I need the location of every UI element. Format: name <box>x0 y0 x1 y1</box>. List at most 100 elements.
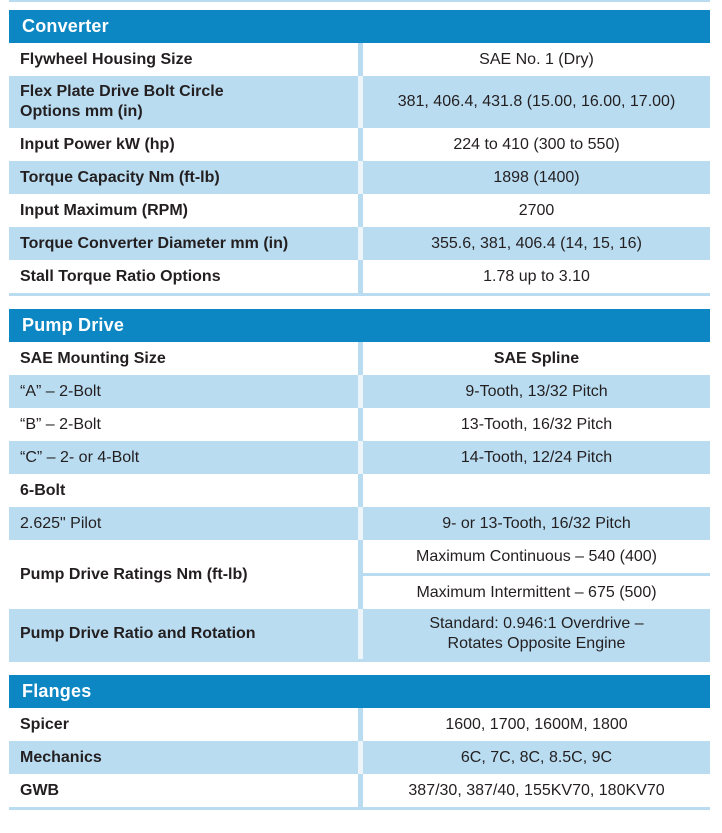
spec-row: GWB 387/30, 387/40, 155KV70, 180KV70 <box>9 774 710 807</box>
spec-label-line: 2.625" Pilot <box>20 514 102 532</box>
spec-label: Torque Converter Diameter mm (in) <box>9 227 358 260</box>
section-header-pump-drive: Pump Drive <box>9 309 710 342</box>
spec-row: Flex Plate Drive Bolt Circle Options mm (… <box>9 76 710 128</box>
section-title: Pump Drive <box>22 315 125 335</box>
spec-value-line: 14-Tooth, 12/24 Pitch <box>460 448 613 466</box>
spec-row: Input Maximum (RPM) 2700 <box>9 194 710 227</box>
section-header-converter: Converter <box>9 10 710 43</box>
spec-value-line: 2700 <box>518 201 555 219</box>
spec-value-column: 381, 406.4, 431.8 (15.00, 16.00, 17.00) <box>363 76 710 128</box>
spec-label: “A” – 2-Bolt <box>9 375 358 408</box>
column-divider <box>358 609 363 659</box>
spec-value-line: 387/30, 387/40, 155KV70, 180KV70 <box>408 781 665 799</box>
spec-value-line: Maximum Continuous – 540 (400) <box>415 547 657 565</box>
spec-label-line: “B” – 2-Bolt <box>20 415 101 433</box>
column-divider <box>358 76 363 128</box>
spec-value-column: 6C, 7C, 8C, 8.5C, 9C <box>363 741 710 774</box>
spec-value-column: 1898 (1400) <box>363 161 710 194</box>
spec-label: “B” – 2-Bolt <box>9 408 358 441</box>
spec-value-column: 9- or 13-Tooth, 16/32 Pitch <box>363 507 710 540</box>
spec-label: Flex Plate Drive Bolt Circle Options mm (… <box>9 76 358 128</box>
spec-value-column: 355.6, 381, 406.4 (14, 15, 16) <box>363 227 710 260</box>
column-divider <box>358 342 363 375</box>
section-table-pump-drive: SAE Mounting Size SAE Spline “A” – 2-Bolt 9… <box>9 342 710 662</box>
spec-value-line: 1.78 up to 3.10 <box>483 267 590 285</box>
column-divider <box>358 194 363 227</box>
column-divider <box>358 260 363 293</box>
spec-label-line: Torque Capacity Nm (ft-lb) <box>20 168 220 186</box>
spec-row: Spicer 1600, 1700, 1600M, 1800 <box>9 708 710 741</box>
spec-value-line: 9-Tooth, 13/32 Pitch <box>465 382 608 400</box>
spec-label-line: Input Power kW (hp) <box>20 135 175 153</box>
spec-value: 1898 (1400) <box>363 161 710 194</box>
spec-label: 2.625" Pilot <box>9 507 358 540</box>
spec-label: SAE Mounting Size <box>9 342 358 375</box>
spec-value-line: 1600, 1700, 1600M, 1800 <box>445 715 628 733</box>
spec-value: SAE Spline <box>363 342 710 375</box>
spec-value-line: 224 to 410 (300 to 550) <box>453 135 620 153</box>
spec-value-column: SAE Spline <box>363 342 710 375</box>
spec-value-line: 381, 406.4, 431.8 (15.00, 16.00, 17.00) <box>397 93 676 110</box>
spec-row: Pump Drive Ratings Nm (ft-lb) Maximum Con… <box>9 540 710 609</box>
column-divider <box>358 161 363 194</box>
spec-label-line: Options mm (in) <box>20 103 143 120</box>
spec-value: 1600, 1700, 1600M, 1800 <box>363 708 710 741</box>
spec-label-line: SAE Mounting Size <box>20 349 166 367</box>
spec-label-line: Torque Converter Diameter mm (in) <box>20 234 289 252</box>
spec-value: 387/30, 387/40, 155KV70, 180KV70 <box>363 774 710 807</box>
spec-value-column: Standard: 0.946:1 Overdrive – Rotates Opp… <box>363 609 710 659</box>
spec-row: Torque Converter Diameter mm (in) 355.6, … <box>9 227 710 260</box>
spec-row: Stall Torque Ratio Options 1.78 up to 3.1… <box>9 260 710 293</box>
spec-label: Flywheel Housing Size <box>9 43 358 76</box>
spec-value-line: SAE No. 1 (Dry) <box>479 50 594 68</box>
column-divider <box>358 774 363 807</box>
section-flanges: Flanges Spicer 1600, 1700, 1600M, 1800 Mec… <box>9 675 710 810</box>
spec-value-column: 1.78 up to 3.10 <box>363 260 710 293</box>
spec-label-line: GWB <box>20 781 60 799</box>
spec-value: Maximum Continuous – 540 (400) <box>363 540 710 573</box>
spec-row: Input Power kW (hp) 224 to 410 (300 to 55… <box>9 128 710 161</box>
spec-label: Input Maximum (RPM) <box>9 194 358 227</box>
spec-label-line: Pump Drive Ratings Nm (ft-lb) <box>20 565 248 583</box>
spec-value: 1.78 up to 3.10 <box>363 260 710 293</box>
spec-label: Pump Drive Ratio and Rotation <box>9 609 358 659</box>
spec-value: 14-Tooth, 12/24 Pitch <box>363 441 710 474</box>
column-divider <box>358 474 363 507</box>
spec-value-line: 9- or 13-Tooth, 16/32 Pitch <box>442 514 631 532</box>
section-table-converter: Flywheel Housing Size SAE No. 1 (Dry) Flex… <box>9 43 710 296</box>
spec-value-column: Maximum Continuous – 540 (400) Maximum In… <box>363 540 710 609</box>
spec-value-column <box>363 474 710 507</box>
top-divider-line <box>9 0 710 2</box>
spec-value: 381, 406.4, 431.8 (15.00, 16.00, 17.00) <box>363 76 710 128</box>
spec-label: Torque Capacity Nm (ft-lb) <box>9 161 358 194</box>
section-pump-drive: Pump Drive SAE Mounting Size SAE Spline “A… <box>9 309 710 662</box>
spec-value-column: 2700 <box>363 194 710 227</box>
spec-value-line: 6C, 7C, 8C, 8.5C, 9C <box>460 748 613 766</box>
spec-value <box>363 474 710 507</box>
spec-label-line: Stall Torque Ratio Options <box>20 267 221 285</box>
spec-value-column: 9-Tooth, 13/32 Pitch <box>363 375 710 408</box>
column-divider <box>358 408 363 441</box>
spec-label: Spicer <box>9 708 358 741</box>
spec-label-line: 6-Bolt <box>20 481 66 499</box>
spec-label-line: Pump Drive Ratio and Rotation <box>20 625 256 642</box>
column-divider <box>358 375 363 408</box>
spec-label: Pump Drive Ratings Nm (ft-lb) <box>9 540 358 609</box>
spec-row: “C” – 2- or 4-Bolt 14-Tooth, 12/24 Pitch <box>9 441 710 474</box>
column-divider <box>358 227 363 260</box>
spec-label: Stall Torque Ratio Options <box>9 260 358 293</box>
spec-label-line: Spicer <box>20 715 69 733</box>
spec-row: Pump Drive Ratio and Rotation Standard: 0… <box>9 609 710 659</box>
spec-row: Flywheel Housing Size SAE No. 1 (Dry) <box>9 43 710 76</box>
spec-value-line: 1898 (1400) <box>493 168 580 186</box>
spec-label-line: Mechanics <box>20 748 102 766</box>
column-divider <box>358 43 363 76</box>
spec-label-line: Input Maximum (RPM) <box>20 201 188 219</box>
spec-value: 6C, 7C, 8C, 8.5C, 9C <box>363 741 710 774</box>
column-divider <box>358 540 363 609</box>
spec-label: GWB <box>9 774 358 807</box>
section-header-flanges: Flanges <box>9 675 710 708</box>
spec-label-line: “A” – 2-Bolt <box>20 382 101 400</box>
column-divider <box>358 507 363 540</box>
spec-label: “C” – 2- or 4-Bolt <box>9 441 358 474</box>
